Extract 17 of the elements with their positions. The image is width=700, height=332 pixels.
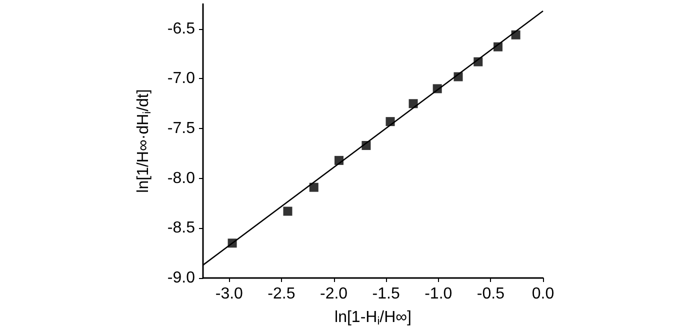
y-tick-label: -7.5 — [167, 120, 196, 138]
x-tick-label: -2.0 — [320, 286, 348, 302]
y-tick-label: -8.5 — [167, 220, 196, 237]
x-tick-label: -1.0 — [424, 286, 452, 302]
y-tick-label: -9.0 — [167, 270, 196, 286]
x-tick-label: -1.5 — [372, 286, 400, 302]
x-tick-label: 0.0 — [532, 286, 554, 302]
y-tick-label: -7.0 — [167, 70, 196, 88]
x-tick-label: -3.0 — [215, 286, 244, 302]
y-tick-label: -8.0 — [167, 170, 196, 187]
y-tick-label: -6.5 — [167, 20, 196, 38]
point — [408, 99, 418, 108]
x-tick-label: -0.5 — [476, 286, 505, 302]
y-axis-title: ln[1/H∞·dHi/dt] — [135, 89, 154, 193]
point — [283, 206, 292, 216]
point — [309, 182, 318, 192]
x-tick-label: -2.5 — [268, 286, 296, 302]
